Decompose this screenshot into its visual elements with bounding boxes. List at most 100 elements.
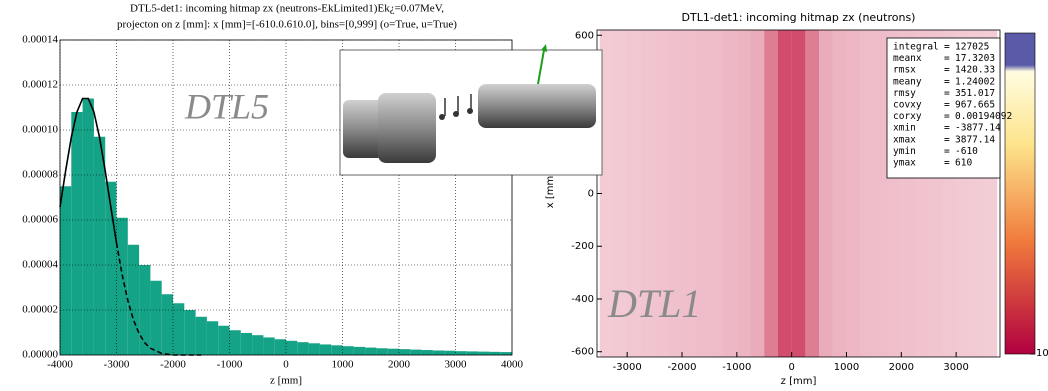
histogram-bar <box>128 245 139 355</box>
histogram-bar <box>83 99 94 356</box>
y-tick-label: -200 <box>571 241 594 252</box>
y-tick-label: 0.00002 <box>22 304 58 316</box>
x-tick-label: 3000 <box>445 359 468 371</box>
histogram-bar <box>376 348 387 355</box>
stat-name: rmsy <box>893 88 916 99</box>
chart-title: DTL5-det1: incoming hitmap zx (neutrons-… <box>130 3 444 15</box>
histogram-bar <box>331 345 342 355</box>
stat-value: 1420.33 <box>955 65 995 76</box>
stat-value: 127025 <box>955 42 989 53</box>
page: DTL5-det1: incoming hitmap zx (neutrons-… <box>0 0 1048 391</box>
y-tick-label: 0.00006 <box>22 214 58 226</box>
stat-name: corxy <box>893 111 922 122</box>
stat-name: covxy <box>893 100 922 111</box>
stat-equals: = <box>944 134 950 145</box>
y-tick-label: 0.00010 <box>22 124 58 136</box>
heatmap-cell <box>792 30 806 357</box>
histogram-bar <box>218 326 229 355</box>
histogram-bar <box>489 352 500 355</box>
histogram-bar <box>286 341 297 355</box>
histogram-bar <box>60 186 71 355</box>
histogram-bar <box>478 352 489 355</box>
cylinder <box>343 100 383 158</box>
histogram-bar <box>343 346 354 355</box>
y-tick-label: 0.00008 <box>22 169 58 181</box>
stat-value: -610 <box>955 146 978 157</box>
heatmap-cell <box>778 30 792 357</box>
x-tick-label: 2000 <box>388 359 411 371</box>
histogram-bar <box>399 349 410 355</box>
x-tick-label: 3000 <box>943 362 968 373</box>
heatmap-cell <box>874 30 888 357</box>
stat-value: 0.00194092 <box>955 111 1012 122</box>
stat-equals: = <box>944 65 950 76</box>
histogram-bar <box>410 350 421 355</box>
stat-name: xmax <box>893 134 916 145</box>
stat-value: 1.24002 <box>955 76 995 87</box>
x-tick-label: -2000 <box>160 359 186 371</box>
stat-name: xmin <box>893 123 916 134</box>
heatmap-cell <box>846 30 860 357</box>
stat-name: rmsx <box>893 65 916 76</box>
x-tick-label: 0 <box>283 359 289 371</box>
histogram-bar <box>467 351 478 355</box>
x-tick-label: -3000 <box>613 362 642 373</box>
stat-value: 610 <box>955 158 972 169</box>
stat-equals: = <box>944 146 950 157</box>
histogram-bar <box>162 294 173 355</box>
y-tick-label: -600 <box>571 347 594 358</box>
histogram-bar <box>241 333 252 355</box>
stat-value: 351.017 <box>955 88 995 99</box>
histogram-bar <box>320 344 331 355</box>
stats-box: integral=127025meanx=17.3203rmsx=1420.33… <box>887 38 1012 178</box>
heatmap-cell <box>833 30 847 357</box>
y-tick-label: 0.00014 <box>22 34 58 46</box>
heatmap-cell <box>751 30 765 357</box>
x-axis-label: z [mm] <box>781 376 817 387</box>
stat-value: -3877.14 <box>955 123 1001 134</box>
histogram-bar <box>365 348 376 355</box>
annotation: DTL5 <box>184 86 269 126</box>
stat-equals: = <box>944 123 950 134</box>
disk <box>439 114 445 120</box>
x-tick-label: 4000 <box>501 359 524 371</box>
x-tick-label: 1000 <box>332 359 355 371</box>
histogram-bar <box>433 351 444 356</box>
heatmap-cell <box>737 30 751 357</box>
stat-equals: = <box>944 111 950 122</box>
histogram-bar <box>71 112 82 355</box>
stat-name: meany <box>893 76 922 87</box>
x-tick-label: 1000 <box>834 362 859 373</box>
heatmap-cell <box>723 30 737 357</box>
y-tick-label: 0.00004 <box>22 259 58 271</box>
heatmap-cell <box>819 30 833 357</box>
y-tick-label: 0.00012 <box>22 79 58 91</box>
cylinder <box>378 93 436 163</box>
histogram-bar <box>94 137 105 355</box>
cylinder <box>478 84 596 128</box>
histogram-bar <box>309 343 320 355</box>
chart-subtitle: projecton on z [mm]: x [mm]=[-610.0.610.… <box>117 19 457 31</box>
stat-equals: = <box>944 42 950 53</box>
stat-equals: = <box>944 76 950 87</box>
annotation: DTL1 <box>607 281 701 326</box>
histogram-bar <box>207 321 218 355</box>
x-tick-label: -2000 <box>667 362 696 373</box>
stat-name: ymax <box>893 158 916 169</box>
colorbar-tick-label: 10⁰ <box>1036 348 1048 359</box>
x-tick-label: -1000 <box>722 362 751 373</box>
histogram-bar <box>297 342 308 355</box>
stat-name: integral <box>893 42 939 53</box>
y-axis-label: x [mm] <box>545 172 556 208</box>
colorbar <box>1005 33 1035 354</box>
histogram-bar <box>354 347 365 355</box>
stat-equals: = <box>944 88 950 99</box>
histogram-bar <box>173 303 184 355</box>
x-axis-label: z [mm] <box>270 375 302 387</box>
disk <box>467 108 473 114</box>
stat-equals: = <box>944 100 950 111</box>
x-tick-label: 2000 <box>889 362 914 373</box>
histogram-bar <box>117 218 128 355</box>
stat-equals: = <box>944 158 950 169</box>
stat-equals: = <box>944 53 950 64</box>
